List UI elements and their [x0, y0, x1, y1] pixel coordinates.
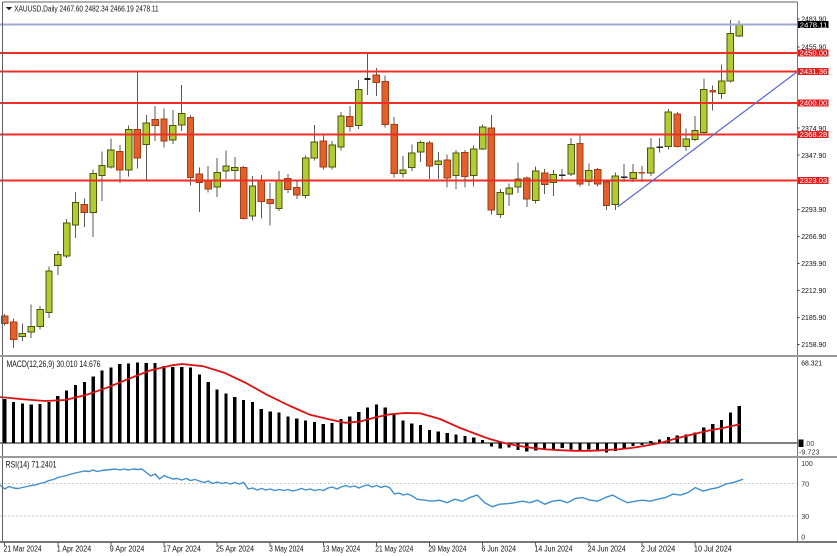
svg-text:21 May 2024: 21 May 2024 — [375, 545, 413, 554]
svg-text:2431.36: 2431.36 — [800, 67, 828, 76]
svg-text:0: 0 — [801, 533, 805, 542]
svg-text:2185.90: 2185.90 — [801, 313, 826, 322]
svg-text:70: 70 — [801, 479, 809, 488]
svg-text:2368.28: 2368.28 — [800, 130, 828, 139]
svg-text:2323.03: 2323.03 — [800, 176, 828, 185]
svg-text:2455.90: 2455.90 — [801, 43, 826, 52]
svg-text:24 Jun 2024: 24 Jun 2024 — [588, 545, 626, 554]
svg-text:2400.00: 2400.00 — [800, 99, 828, 108]
svg-text:68.321: 68.321 — [801, 359, 822, 368]
svg-text:XAUUSD,Daily 2467.60 2482.34: XAUUSD,Daily 2467.60 2482.34 2466.19 247… — [14, 4, 159, 14]
svg-text:14 Jun 2024: 14 Jun 2024 — [535, 545, 573, 554]
svg-text:1 Apr 2024: 1 Apr 2024 — [57, 545, 92, 554]
svg-text:25 Apr 2024: 25 Apr 2024 — [216, 545, 254, 554]
svg-text:2374.90: 2374.90 — [801, 124, 826, 133]
svg-text:2158.90: 2158.90 — [801, 340, 826, 349]
svg-text:-9.723: -9.723 — [799, 447, 820, 456]
svg-text:RSI(14) 71.2401: RSI(14) 71.2401 — [6, 459, 57, 469]
svg-text:13 May 2024: 13 May 2024 — [322, 545, 360, 554]
svg-text:2293.90: 2293.90 — [801, 205, 826, 214]
svg-text:9 Apr 2024: 9 Apr 2024 — [110, 545, 145, 554]
svg-text:2266.90: 2266.90 — [801, 232, 826, 241]
svg-text:6 Jun 2024: 6 Jun 2024 — [482, 545, 517, 554]
svg-text:10 Jul 2024: 10 Jul 2024 — [694, 545, 732, 554]
svg-text:100: 100 — [801, 459, 813, 468]
svg-text:29 May 2024: 29 May 2024 — [428, 545, 466, 554]
svg-text:2212.90: 2212.90 — [801, 286, 826, 295]
svg-text:2239.90: 2239.90 — [801, 259, 826, 268]
svg-text:2478.11: 2478.11 — [800, 20, 828, 29]
svg-text:2 Jul 2024: 2 Jul 2024 — [641, 545, 676, 554]
svg-text:MACD(12,26,9) 30.010 14.676: MACD(12,26,9) 30.010 14.676 — [7, 359, 101, 369]
svg-text:2347.90: 2347.90 — [801, 151, 826, 160]
svg-text:21 Mar 2024: 21 Mar 2024 — [4, 545, 42, 554]
svg-text:2483.90: 2483.90 — [801, 15, 826, 24]
svg-text:3 May 2024: 3 May 2024 — [269, 545, 304, 554]
svg-text:.00: .00 — [804, 439, 814, 448]
svg-text:2450.00: 2450.00 — [800, 49, 828, 58]
svg-text:30: 30 — [801, 512, 809, 521]
svg-text:17 Apr 2024: 17 Apr 2024 — [163, 545, 201, 554]
